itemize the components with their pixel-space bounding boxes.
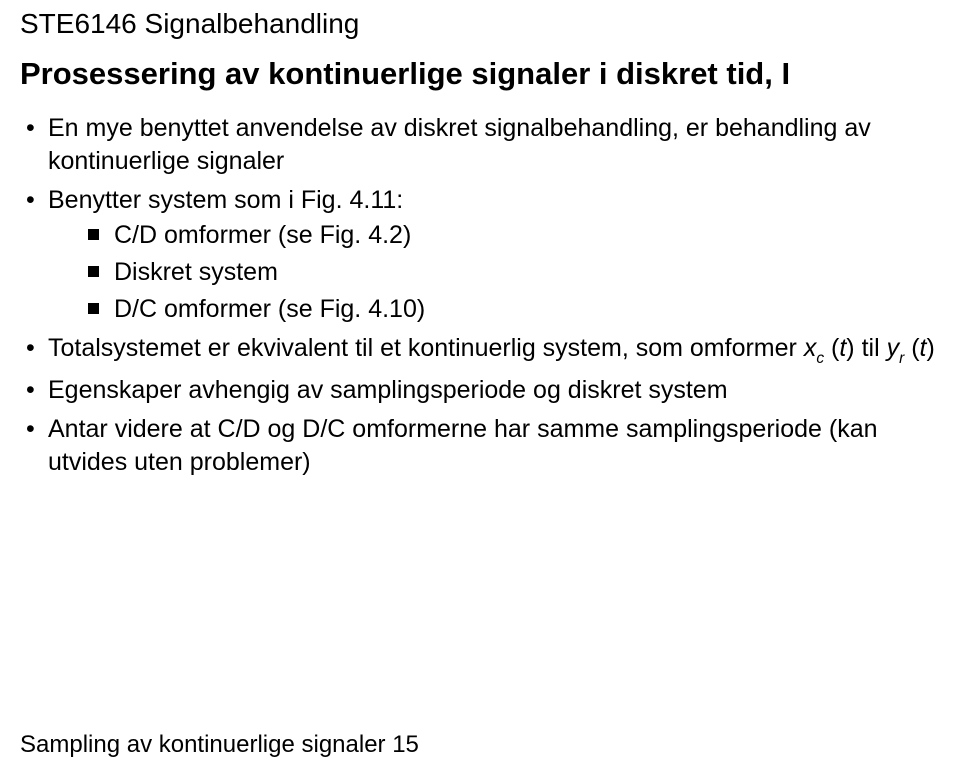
course-code: STE6146 Signalbehandling [20,8,940,40]
slide-title: Prosessering av kontinuerlige signaler i… [20,56,940,92]
sub-list: C/D omformer (se Fig. 4.2) Diskret syste… [86,219,940,326]
bullet-item: En mye benyttet anvendelse av diskret si… [20,112,940,178]
bullet-item: Egenskaper avhengig av samplingsperiode … [20,374,940,407]
sub-item: C/D omformer (se Fig. 4.2) [86,219,940,252]
bullet-text: Benytter system som i Fig. 4.11: [48,186,403,214]
sub-item: Diskret system [86,256,940,289]
slide: STE6146 Signalbehandling Prosessering av… [0,0,960,773]
bullet-item: Antar videre at C/D og D/C omformerne ha… [20,413,940,479]
title-main: Prosessering av kontinuerlige signaler i… [20,56,764,91]
slide-footer: Sampling av kontinuerlige signaler 15 [20,731,419,759]
bullet-item: Benytter system som i Fig. 4.11: C/D omf… [20,184,940,326]
title-part: I [781,56,790,91]
bullet-item: Totalsystemet er ekvivalent til et konti… [20,332,940,368]
sub-item: D/C omformer (se Fig. 4.10) [86,293,940,326]
bullet-list: En mye benyttet anvendelse av diskret si… [20,112,940,479]
title-separator: , [764,56,781,91]
